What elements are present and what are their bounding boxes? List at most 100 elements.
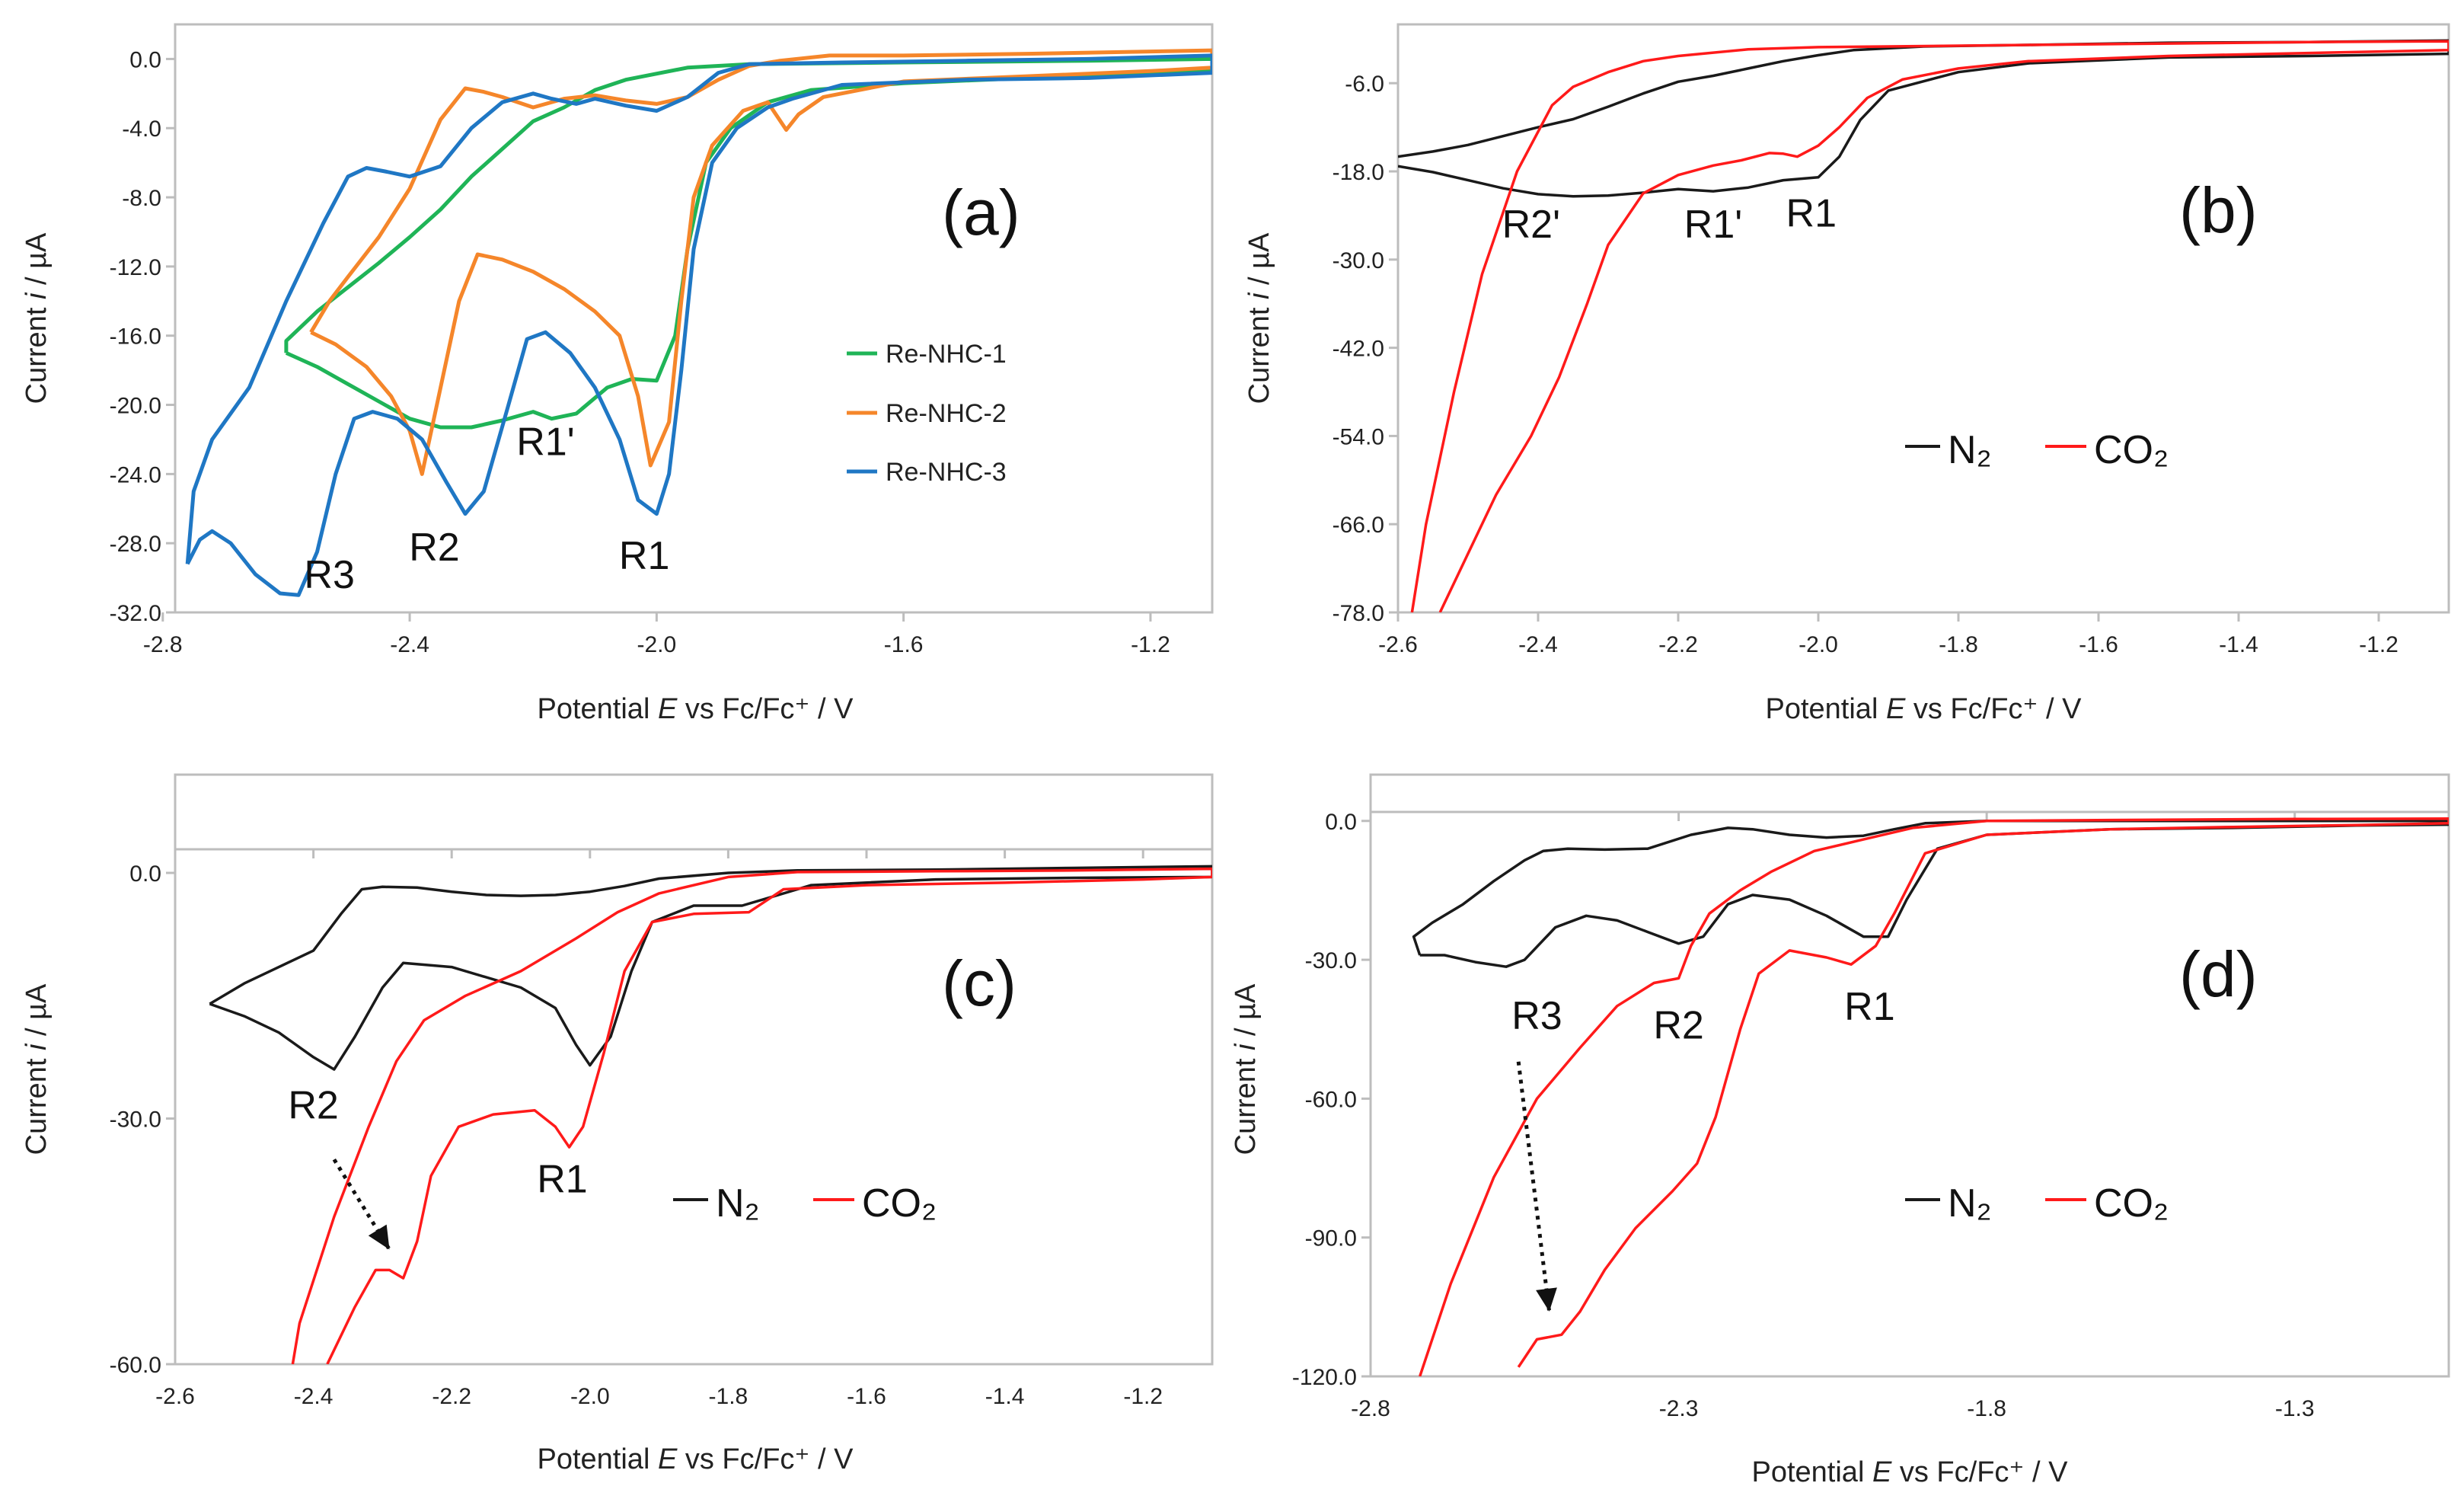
peak-label-d: R3 [1511,994,1562,1038]
y-tick-label-d: -90.0 [1305,1226,1357,1251]
y-tick-label-c: -60.0 [110,1353,161,1378]
peak-label-d: R1 [1844,985,1894,1029]
series-line-n2-b [1398,39,2449,198]
series-line-co2-b [1410,40,2449,612]
x-tick-label-c: -1.6 [847,1384,886,1409]
series-line-nhc2-a [309,48,1212,476]
arrow-head-c [368,1224,390,1250]
x-tick-label-c: -2.2 [432,1384,471,1409]
peak-label-c: R2 [288,1084,338,1128]
x-tick-label-c: -1.2 [1123,1384,1163,1409]
x-tick-label-b: -2.0 [1799,632,1838,657]
x-tick-label-d: -2.3 [1659,1396,1699,1421]
panel-a: Potential E vs Fc/Fc⁺ / V Current i / µA… [21,23,1214,725]
plot-frame-a [174,23,1214,614]
legend-label-nhc-1: Re-NHC-1 [886,340,1007,369]
peak-label-d: R2 [1653,1003,1703,1047]
x-tick-label-b: -1.6 [2079,632,2118,657]
x-tick-label-d: -1.3 [2275,1396,2315,1421]
peak-label-a: R1' [516,420,574,464]
x-tick-label-b: -2.2 [1658,632,1698,657]
panel-label-b: (b) [2179,174,2258,246]
series-line-nhc1-a [284,56,1212,430]
peak-label-a: R1 [619,534,669,578]
series-line-n2-c [209,865,1212,1071]
legend-b: N₂ CO₂ [1905,428,2169,472]
legend-label-n2: N₂ [1948,428,1992,472]
x-tick-label-c: -2.4 [294,1384,334,1409]
x-axis-label-a: Potential E vs Fc/Fc⁺ / V [538,693,854,725]
y-tick-label-a: 0.0 [129,47,161,72]
x-tick-label-b: -1.4 [2219,632,2258,657]
legend-label-co2: CO₂ [2094,428,2169,472]
x-tick-label-a: -1.6 [884,632,924,657]
arrow-head-d [1536,1287,1557,1312]
panel-b: Potential E vs Fc/Fc⁺ / V Current i / µA… [1243,23,2450,725]
x-tick-label-a: -2.0 [637,632,677,657]
plot-frame-c [174,773,1214,1366]
legend-d: N₂ CO₂ [1905,1181,2169,1226]
y-tick-label-a: -24.0 [110,462,161,487]
x-axis-label-b: Potential E vs Fc/Fc⁺ / V [1766,693,2083,725]
y-tick-label-d: -30.0 [1305,948,1357,973]
peak-label-c: R1 [537,1157,587,1201]
y-tick-label-a: -12.0 [110,255,161,280]
series-line-nhc3-a [185,53,1212,597]
series-line-n2-d [1412,820,2449,968]
x-tick-label-d: -2.8 [1351,1396,1390,1421]
x-tick-label-c: -2.6 [155,1384,195,1409]
y-tick-label-a: -32.0 [110,601,161,626]
x-tick-label-c: -1.4 [985,1384,1025,1409]
panel-c: Potential E vs Fc/Fc⁺ / V Current i / µA… [21,773,1214,1475]
legend-label-n2: N₂ [716,1181,760,1226]
legend-label-nhc-2: Re-NHC-2 [886,399,1007,428]
y-tick-label-a: -28.0 [110,532,161,557]
x-tick-label-a: -1.2 [1131,632,1170,657]
legend-label-co2: CO₂ [2094,1181,2169,1226]
legend-label-n2: N₂ [1948,1181,1992,1226]
peak-label-b: R1 [1786,191,1837,235]
y-tick-label-b: -6.0 [1345,72,1384,97]
x-axis-label-c: Potential E vs Fc/Fc⁺ / V [538,1443,854,1475]
y-tick-label-d: -60.0 [1305,1087,1357,1112]
y-tick-label-d: 0.0 [1325,810,1357,835]
dotted-arrow-d [1516,1061,1552,1312]
y-tick-label-a: -4.0 [122,117,161,142]
panel-label-d: (d) [2179,938,2258,1010]
peak-label-b: R1' [1684,203,1742,247]
legend-label-nhc-3: Re-NHC-3 [886,458,1007,487]
legend-label-co2: CO₂ [862,1181,937,1226]
series-line-co2-c [291,867,1212,1364]
y-tick-label-a: -8.0 [122,186,161,211]
plot-frame-d [1369,773,2450,1378]
x-tick-label-d: -1.8 [1967,1396,2006,1421]
y-tick-label-c: -30.0 [110,1107,161,1133]
panel-d: Potential E vs Fc/Fc⁺ / V Current i / µA… [1230,773,2450,1488]
y-tick-label-b: -54.0 [1333,424,1384,449]
x-tick-label-b: -2.6 [1378,632,1418,657]
y-tick-label-a: -20.0 [110,394,161,419]
y-tick-label-c: 0.0 [129,861,161,887]
peak-label-b: R2' [1502,203,1560,247]
y-tick-label-b: -66.0 [1333,513,1384,538]
y-axis-label-d: Current i / µA [1230,983,1262,1155]
legend-a: Re-NHC-1 Re-NHC-2 Re-NHC-3 [847,340,1007,487]
y-axis-label-c: Current i / µA [21,983,53,1155]
y-tick-label-b: -30.0 [1333,248,1384,273]
plot-frame-b [1396,23,2450,614]
y-axis-label-a: Current i / µA [21,232,53,404]
panel-label-a: (a) [942,177,1020,248]
x-tick-label-b: -2.4 [1518,632,1558,657]
y-tick-label-b: -78.0 [1333,601,1384,626]
x-tick-label-c: -1.8 [709,1384,748,1409]
x-tick-label-b: -1.2 [2359,632,2399,657]
y-tick-label-b: -18.0 [1333,160,1384,185]
y-tick-label-a: -16.0 [110,324,161,350]
x-tick-label-a: -2.4 [390,632,429,657]
peak-label-a: R3 [304,553,354,597]
y-tick-label-d: -120.0 [1292,1365,1357,1390]
x-tick-label-c: -2.0 [570,1384,610,1409]
y-axis-label-b: Current i / µA [1243,232,1275,404]
x-tick-label-b: -1.8 [1939,632,1978,657]
